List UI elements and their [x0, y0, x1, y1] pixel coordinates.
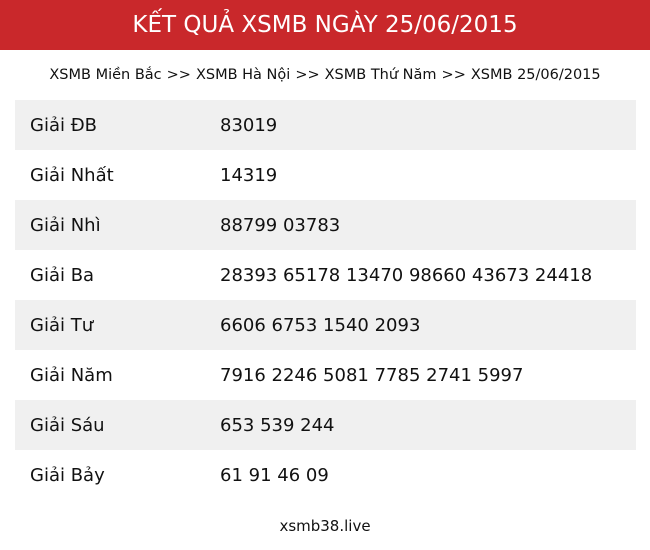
page-header: KẾT QUẢ XSMB NGÀY 25/06/2015 — [0, 0, 650, 50]
prize-value: 7916 2246 5081 7785 2741 5997 — [220, 364, 524, 386]
table-row: Giải Bảy 61 91 46 09 — [15, 450, 636, 500]
prize-label: Giải Nhì — [30, 214, 101, 236]
prize-value: 28393 65178 13470 98660 43673 24418 — [220, 264, 593, 286]
prize-label: Giải Sáu — [30, 414, 105, 436]
prize-value: 83019 — [220, 114, 278, 136]
prize-label: Giải Bảy — [30, 464, 105, 486]
results-table: Giải ĐB 83019 Giải Nhất 14319 Giải Nhì 8879… — [15, 100, 636, 500]
prize-label: Giải Tư — [30, 314, 94, 336]
prize-label: Giải Nhất — [30, 164, 114, 186]
prize-value: 14319 — [220, 164, 278, 186]
prize-label: Giải Năm — [30, 364, 113, 386]
breadcrumb-separator: >> — [295, 67, 320, 83]
breadcrumb-separator: >> — [441, 67, 466, 83]
table-row: Giải Nhì 88799 03783 — [15, 200, 636, 250]
table-row: Giải Nhất 14319 — [15, 150, 636, 200]
prize-value: 88799 03783 — [220, 214, 341, 236]
table-row: Giải Sáu 653 539 244 — [15, 400, 636, 450]
breadcrumb-link-date[interactable]: XSMB 25/06/2015 — [470, 67, 601, 83]
prize-value: 61 91 46 09 — [220, 464, 329, 486]
footer-site: xsmb38.live — [279, 517, 371, 535]
prize-label: Giải ĐB — [30, 114, 97, 136]
breadcrumb-link-thu-nam[interactable]: XSMB Thứ Năm — [324, 67, 437, 83]
table-row: Giải Ba 28393 65178 13470 98660 43673 244… — [15, 250, 636, 300]
breadcrumb-link-ha-noi[interactable]: XSMB Hà Nội — [195, 67, 291, 83]
prize-value: 653 539 244 — [220, 414, 335, 436]
prize-value: 6606 6753 1540 2093 — [220, 314, 421, 336]
prize-label: Giải Ba — [30, 264, 95, 286]
table-row: Giải Năm 7916 2246 5081 7785 2741 5997 — [15, 350, 636, 400]
table-row: Giải Tư 6606 6753 1540 2093 — [15, 300, 636, 350]
breadcrumb-link-mien-bac[interactable]: XSMB Miền Bắc — [49, 67, 162, 83]
page-title: KẾT QUẢ XSMB NGÀY 25/06/2015 — [132, 12, 518, 38]
breadcrumb: XSMB Miền Bắc >> XSMB Hà Nội >> XSMB Thứ… — [0, 50, 650, 100]
table-row: Giải ĐB 83019 — [15, 100, 636, 150]
breadcrumb-separator: >> — [166, 67, 191, 83]
